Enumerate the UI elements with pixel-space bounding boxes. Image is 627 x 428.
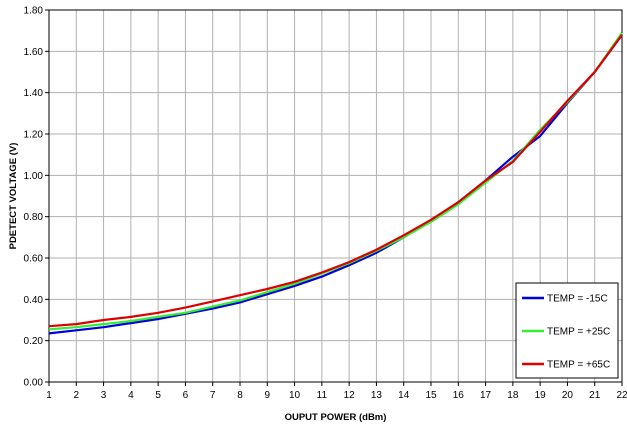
x-tick-label: 6: [183, 390, 189, 401]
x-tick-label: 22: [616, 390, 627, 401]
x-tick-label: 15: [425, 390, 437, 401]
legend: TEMP = -15C TEMP = +25C TEMP = +65C: [515, 282, 619, 379]
y-tick-label: 0.80: [24, 212, 44, 223]
x-tick-label: 7: [210, 390, 216, 401]
y-axis-ticks: 0.00 0.20 0.40 0.60 0.80 1.00 1.20 1.40 1.60 1.80: [24, 6, 49, 389]
y-tick-label: 0.00: [24, 378, 44, 389]
x-tick-label: 16: [453, 390, 465, 401]
y-tick-label: 0.20: [24, 336, 44, 347]
legend-label: TEMP = +65C: [547, 360, 610, 371]
x-tick-label: 12: [344, 390, 356, 401]
x-tick-label: 1: [46, 390, 52, 401]
y-tick-label: 1.40: [24, 88, 44, 99]
x-tick-label: 20: [562, 390, 574, 401]
y-tick-label: 1.60: [24, 47, 44, 58]
series-line-3: [48, 34, 623, 328]
x-tick-label: 19: [535, 390, 547, 401]
y-tick-label: 0.40: [24, 295, 44, 306]
x-tick-label: 11: [317, 390, 328, 401]
y-tick-label: 0.60: [24, 254, 44, 265]
x-tick-label: 10: [289, 390, 301, 401]
x-tick-label: 17: [480, 390, 492, 401]
x-tick-label: 14: [398, 390, 410, 401]
series-lines: [48, 32, 623, 335]
y-tick-label: 1.80: [24, 6, 44, 17]
y-tick-label: 1.00: [24, 171, 44, 182]
legend-label: TEMP = +25C: [547, 327, 610, 338]
x-axis-ticks: 1 2 3 4 5 6 7 8 9 10 11 12 13 14 15 16 17 18 19 20 21 22: [46, 382, 627, 401]
y-axis-title: PDETECT VOLTAGE (V): [8, 143, 19, 250]
x-axis-title: OUPUT POWER (dBm): [285, 412, 387, 423]
x-tick-label: 4: [128, 390, 134, 401]
plot-area-frame: [48, 9, 623, 383]
y-tick-label: 1.20: [24, 130, 44, 141]
x-tick-label: 18: [507, 390, 519, 401]
x-tick-label: 13: [371, 390, 383, 401]
x-tick-label: 5: [155, 390, 161, 401]
x-tick-label: 8: [237, 390, 243, 401]
legend-label: TEMP = -15C: [547, 294, 608, 305]
x-tick-label: 2: [74, 390, 80, 401]
x-tick-label: 21: [589, 390, 601, 401]
x-tick-label: 3: [101, 390, 107, 401]
x-tick-label: 9: [265, 390, 271, 401]
